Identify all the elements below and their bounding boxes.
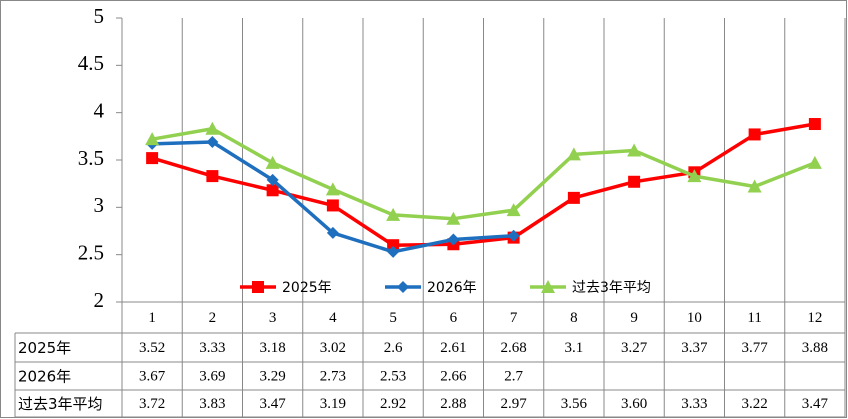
table-cell: 2.73 <box>320 368 346 384</box>
x-tick-label: 8 <box>570 310 578 326</box>
data-point <box>748 128 761 141</box>
table-cell: 3.56 <box>561 396 588 412</box>
x-tick-label: 11 <box>747 310 761 326</box>
data-point <box>446 211 461 225</box>
legend-marker <box>541 280 555 293</box>
data-point <box>206 136 219 149</box>
data-point <box>146 152 159 165</box>
data-point <box>266 184 279 197</box>
table-cell: 3.33 <box>681 396 707 412</box>
table-cell: 2.88 <box>440 396 466 412</box>
y-tick-label: 5 <box>94 4 105 28</box>
x-tick-label: 1 <box>148 310 156 326</box>
data-point <box>808 118 821 131</box>
legend-marker <box>252 281 264 293</box>
table-cell: 3.60 <box>621 396 647 412</box>
y-tick-label: 3 <box>94 193 105 217</box>
table-cell: 3.67 <box>139 368 166 384</box>
x-tick-label: 7 <box>510 310 518 326</box>
y-tick-label: 3.5 <box>78 146 104 170</box>
table-cell: 3.22 <box>742 396 768 412</box>
table-cell: 3.02 <box>320 340 346 356</box>
table-cell: 3.19 <box>320 396 346 412</box>
row-header: 2025年 <box>18 339 71 357</box>
data-point <box>325 182 340 196</box>
table-cell: 2.7 <box>504 368 523 384</box>
data-point <box>206 170 219 183</box>
table-cell: 2.97 <box>501 396 528 412</box>
table-cell: 2.92 <box>380 396 406 412</box>
table-cell: 3.47 <box>802 396 829 412</box>
data-point <box>567 191 580 204</box>
x-tick-label: 4 <box>329 310 337 326</box>
y-tick-label: 4.5 <box>78 51 104 75</box>
table-cell: 2.6 <box>384 340 403 356</box>
table-cell: 2.61 <box>440 340 466 356</box>
data-point <box>447 233 460 246</box>
x-tick-label: 9 <box>630 310 638 326</box>
legend-marker <box>397 281 409 293</box>
x-tick-label: 6 <box>450 310 458 326</box>
x-tick-label: 10 <box>687 310 702 326</box>
x-tick-label: 2 <box>209 310 217 326</box>
data-point <box>628 175 641 188</box>
table-cell: 2.68 <box>501 340 527 356</box>
table-cell: 2.53 <box>380 368 406 384</box>
data-point <box>326 199 339 212</box>
table-cell: 3.69 <box>199 368 225 384</box>
table-cell: 3.33 <box>199 340 225 356</box>
y-tick-label: 4 <box>94 98 105 122</box>
data-point <box>387 239 400 252</box>
data-point <box>566 147 581 161</box>
table-cell: 3.72 <box>139 396 165 412</box>
legend-label: 2026年 <box>427 280 477 296</box>
table-cell: 3.27 <box>621 340 648 356</box>
table-cell: 3.47 <box>260 396 287 412</box>
data-point <box>386 207 401 221</box>
table-cell: 3.77 <box>742 340 769 356</box>
data-point <box>387 245 400 258</box>
legend-label: 2025年 <box>282 280 332 296</box>
row-header: 2026年 <box>18 368 71 386</box>
x-tick-label: 5 <box>389 310 397 326</box>
data-point <box>507 229 520 242</box>
legend-label: 过去3年平均 <box>572 280 651 296</box>
data-point <box>265 155 280 169</box>
data-point <box>266 173 279 186</box>
data-point <box>145 132 160 146</box>
series-line <box>151 127 816 221</box>
table-cell: 3.1 <box>565 340 584 356</box>
data-point <box>687 169 702 183</box>
x-tick-label: 12 <box>807 310 822 326</box>
table-cell: 3.52 <box>139 340 165 356</box>
data-point <box>326 226 339 239</box>
row-header: 过去3年平均 <box>18 395 103 413</box>
x-tick-label: 3 <box>269 310 277 326</box>
y-tick-label: 2.5 <box>78 240 104 264</box>
table-cell: 3.83 <box>199 396 225 412</box>
table-cell: 3.18 <box>260 340 286 356</box>
data-point <box>506 203 521 217</box>
table-cell: 3.29 <box>260 368 286 384</box>
series-line <box>151 122 816 247</box>
data-point <box>205 121 220 135</box>
data-point <box>747 179 762 193</box>
y-tick-label: 2 <box>94 288 105 312</box>
table-cell: 2.66 <box>440 368 467 384</box>
table-cell: 3.88 <box>802 340 828 356</box>
data-point <box>627 143 642 157</box>
table-cell: 3.37 <box>681 340 708 356</box>
data-point <box>807 155 822 169</box>
